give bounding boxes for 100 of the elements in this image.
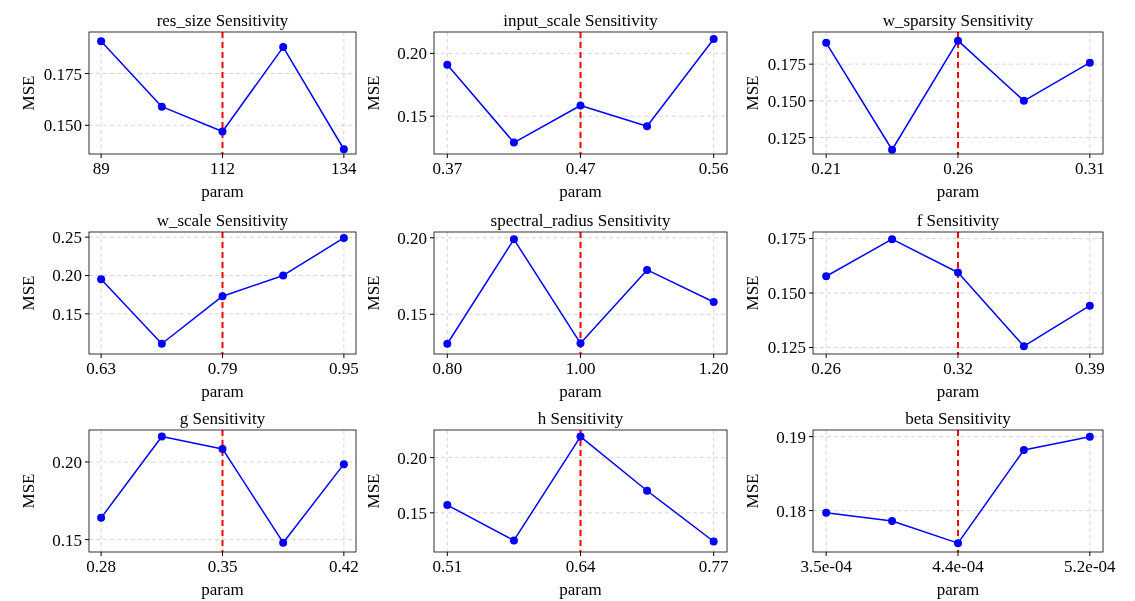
point bbox=[443, 501, 452, 510]
x-tick-label: 0.26 bbox=[811, 359, 842, 378]
point bbox=[1085, 58, 1094, 67]
point bbox=[954, 268, 962, 277]
x-tick-label: 0.95 bbox=[328, 359, 359, 378]
point bbox=[1085, 301, 1094, 310]
point bbox=[954, 539, 962, 548]
y-axis-title: MSE bbox=[743, 473, 762, 509]
y-tick-label: 0.20 bbox=[397, 44, 427, 64]
y-tick-label: 0.15 bbox=[52, 530, 82, 550]
chart-title: w_scale Sensitivity bbox=[156, 211, 289, 230]
y-tick-label: 0.20 bbox=[52, 266, 82, 286]
y-axis-title: MSE bbox=[19, 75, 38, 111]
y-axis-title: MSE bbox=[743, 275, 762, 311]
y-tick-label: 0.20 bbox=[397, 448, 427, 468]
x-tick-label: 0.42 bbox=[328, 557, 359, 576]
point bbox=[1019, 96, 1028, 105]
y-axis-title: MSE bbox=[19, 275, 38, 311]
point bbox=[97, 37, 106, 46]
point bbox=[218, 127, 227, 136]
x-tick-label: 0.63 bbox=[86, 359, 117, 378]
y-tick-label: 0.150 bbox=[767, 91, 806, 111]
y-tick-label: 0.175 bbox=[43, 64, 82, 84]
x-axis-title: param bbox=[559, 580, 602, 599]
x-axis-title: param bbox=[559, 182, 602, 201]
point bbox=[709, 537, 718, 546]
x-tick-label: 112 bbox=[210, 159, 235, 178]
point bbox=[509, 235, 518, 244]
point bbox=[888, 235, 897, 244]
y-tick-label: 0.20 bbox=[397, 228, 427, 248]
point bbox=[339, 460, 348, 469]
y-tick-label: 0.19 bbox=[776, 427, 806, 447]
y-tick-label: 0.175 bbox=[767, 229, 806, 249]
x-tick-label: 0.32 bbox=[943, 359, 973, 378]
y-axis-title: MSE bbox=[364, 473, 383, 509]
y-tick-label: 0.15 bbox=[397, 503, 427, 523]
point bbox=[1019, 445, 1028, 454]
x-tick-label: 0.31 bbox=[1074, 159, 1105, 178]
point bbox=[1019, 342, 1028, 351]
y-tick-label: 0.150 bbox=[43, 116, 82, 136]
x-tick-label: 0.35 bbox=[207, 557, 238, 576]
x-tick-label: 0.21 bbox=[811, 159, 842, 178]
point bbox=[576, 101, 585, 110]
x-tick-label: 0.39 bbox=[1074, 359, 1105, 378]
point bbox=[822, 38, 831, 47]
y-tick-label: 0.125 bbox=[767, 128, 806, 148]
chart-title: beta Sensitivity bbox=[905, 409, 1012, 428]
y-tick-label: 0.25 bbox=[52, 228, 82, 248]
point bbox=[218, 444, 227, 453]
chart-title: f Sensitivity bbox=[916, 211, 1000, 230]
x-axis-title: param bbox=[936, 182, 980, 201]
x-tick-label: 0.80 bbox=[432, 359, 463, 378]
y-axis-title: MSE bbox=[743, 75, 762, 111]
point bbox=[339, 233, 348, 242]
x-tick-label: 5.2e-04 bbox=[1064, 557, 1117, 576]
point bbox=[822, 508, 831, 517]
x-tick-label: 1.20 bbox=[698, 359, 729, 378]
x-tick-label: 0.37 bbox=[432, 159, 463, 178]
x-tick-label: 4.4e-04 bbox=[932, 557, 985, 576]
chart-title: input_scale Sensitivity bbox=[503, 11, 659, 30]
point bbox=[643, 486, 652, 495]
point bbox=[509, 536, 518, 545]
chart-title: res_size Sensitivity bbox=[156, 11, 289, 30]
point bbox=[643, 122, 652, 131]
chart-title: spectral_radius Sensitivity bbox=[490, 211, 671, 230]
point bbox=[157, 102, 166, 111]
x-axis-title: param bbox=[936, 382, 980, 401]
y-tick-label: 0.15 bbox=[397, 305, 427, 325]
x-axis-title: param bbox=[201, 580, 244, 599]
point bbox=[97, 513, 106, 522]
point bbox=[576, 432, 585, 441]
x-tick-label: 0.79 bbox=[207, 359, 238, 378]
x-axis-title: param bbox=[936, 580, 980, 599]
y-tick-label: 0.150 bbox=[767, 283, 806, 303]
point bbox=[709, 298, 718, 307]
point bbox=[339, 145, 348, 154]
x-tick-label: 1.00 bbox=[565, 359, 596, 378]
point bbox=[279, 538, 288, 547]
point bbox=[279, 43, 288, 52]
point bbox=[888, 145, 897, 154]
point bbox=[218, 292, 227, 301]
x-tick-label: 0.26 bbox=[943, 159, 973, 178]
x-tick-label: 0.64 bbox=[565, 557, 596, 576]
y-axis-title: MSE bbox=[364, 275, 383, 311]
chart-title: g Sensitivity bbox=[179, 409, 266, 428]
chart-title: w_sparsity Sensitivity bbox=[882, 11, 1034, 30]
x-axis-title: param bbox=[201, 182, 244, 201]
point bbox=[157, 339, 166, 348]
point bbox=[157, 432, 166, 441]
y-tick-label: 0.20 bbox=[52, 452, 82, 472]
x-axis-title: param bbox=[201, 382, 244, 401]
point bbox=[443, 60, 452, 69]
x-tick-label: 0.51 bbox=[432, 557, 463, 576]
x-tick-label: 134 bbox=[331, 159, 358, 178]
point bbox=[509, 138, 518, 147]
point bbox=[576, 339, 585, 348]
point bbox=[709, 35, 718, 44]
y-tick-label: 0.15 bbox=[397, 107, 427, 127]
y-tick-label: 0.15 bbox=[52, 304, 82, 324]
x-tick-label: 0.77 bbox=[698, 557, 730, 576]
